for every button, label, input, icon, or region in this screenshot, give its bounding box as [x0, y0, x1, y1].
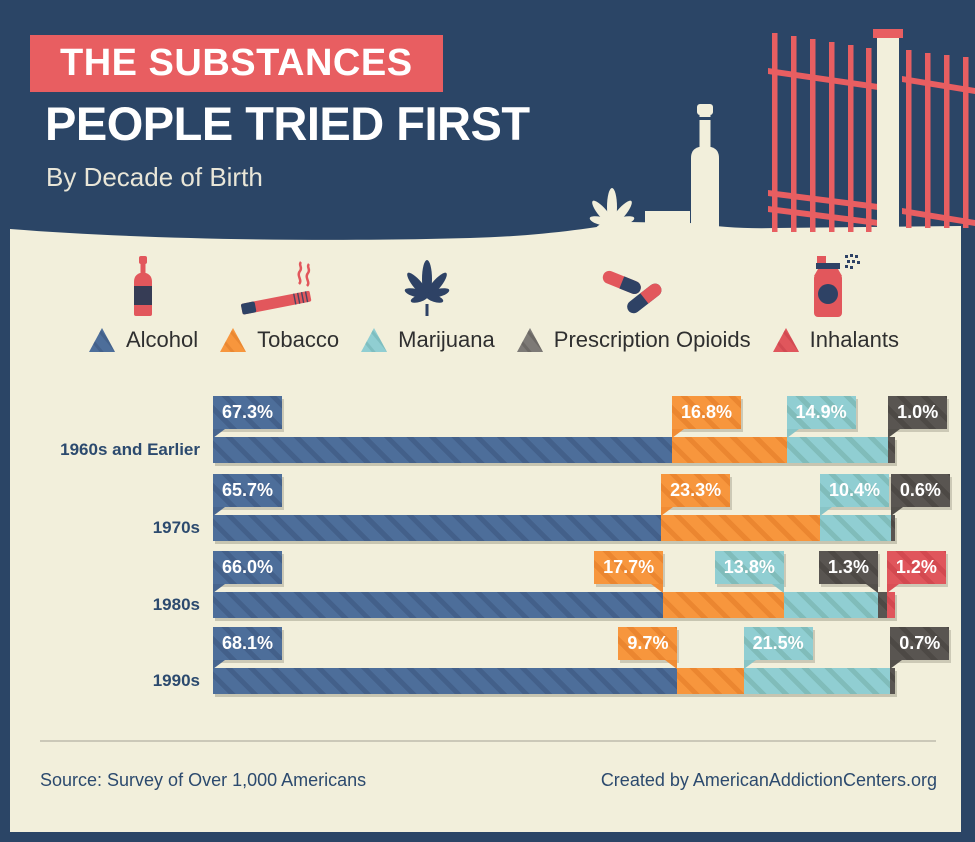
- bar-segment-marijuana: [743, 668, 891, 694]
- stacked-bar: 66.0% 17.7% 13.8% 1.3% 1.2%: [213, 551, 946, 618]
- fence-post: [873, 29, 903, 236]
- opioids-triangle: [516, 328, 543, 352]
- legend-label-marijuana: Marijuana: [398, 327, 495, 352]
- row-label: 1970s: [152, 518, 200, 537]
- bar-segment-tobacco: [671, 437, 787, 463]
- legend-label-tobacco: Tobacco: [257, 327, 340, 352]
- stacked-bar: 68.1% 9.7% 21.5% 0.7%: [213, 627, 950, 694]
- legend-label-opioids: Prescription Opioids: [553, 327, 751, 352]
- callout-tobacco: 9.7%: [618, 627, 678, 669]
- callout-opioids: 0.7%: [890, 627, 950, 669]
- callout-tobacco: 17.7%: [594, 551, 664, 593]
- header: THE SUBSTANCES PEOPLE TRIED FIRST By Dec…: [0, 0, 975, 243]
- header-decoration: [10, 29, 975, 243]
- legend-item-opioids: Prescription Opioids: [516, 252, 751, 353]
- bottle-silhouette: [691, 104, 719, 230]
- fence-gate: [768, 33, 975, 232]
- chart-row: 1980s 66.0% 17.7% 13.8% 1.3% 1.2%: [10, 551, 961, 618]
- bar-segment-tobacco: [661, 515, 820, 541]
- bar-segment-alcohol: [213, 668, 678, 694]
- tobacco-triangle: [220, 328, 247, 352]
- title-banner: THE SUBSTANCES: [30, 35, 443, 92]
- bar-segment-marijuana: [786, 437, 889, 463]
- callout-marijuana: 10.4%: [819, 474, 890, 516]
- bar-segment-alcohol: [213, 437, 672, 463]
- legend-item-tobacco: Tobacco: [219, 252, 339, 353]
- bar-segment-alcohol: [213, 592, 664, 618]
- callout-marijuana: 21.5%: [743, 627, 813, 669]
- bar-segment-opioids: [890, 668, 895, 694]
- callout-marijuana: 13.8%: [714, 551, 784, 593]
- bar-segment-marijuana: [819, 515, 891, 541]
- legend-label-inhalants: Inhalants: [809, 327, 899, 352]
- marijuana-leaf-icon: [398, 252, 456, 318]
- bar-segment-inhalants: [886, 592, 895, 618]
- marijuana-triangle: [361, 328, 388, 352]
- callout-alcohol: 68.1%: [213, 627, 283, 669]
- bar-segment-tobacco: [677, 668, 744, 694]
- legend-label-alcohol: Alcohol: [126, 327, 199, 352]
- callout-tobacco: 16.8%: [671, 396, 742, 438]
- stacked-bar: 65.7% 23.3% 10.4% 0.6%: [213, 474, 950, 541]
- footer-source: Source: Survey of Over 1,000 Americans: [40, 770, 367, 790]
- row-label: 1960s and Earlier: [60, 440, 200, 459]
- subtitle: By Decade of Birth: [46, 162, 263, 192]
- block-silhouette: [645, 211, 690, 230]
- bar-segment-opioids: [877, 592, 887, 618]
- legend-item-inhalants: Inhalants: [772, 252, 899, 353]
- bar-segment-tobacco: [663, 592, 784, 618]
- chart-panel: Alcohol: [10, 240, 961, 832]
- callout-alcohol: 65.7%: [213, 474, 283, 516]
- callout-marijuana: 14.9%: [786, 396, 856, 438]
- title-line2: PEOPLE TRIED FIRST: [45, 97, 530, 150]
- inhalants-triangle: [772, 328, 799, 352]
- footer-divider: [40, 740, 936, 742]
- callout-opioids: 0.6%: [890, 474, 950, 516]
- bar-segment-opioids: [890, 515, 895, 541]
- leaf-silhouette: [589, 188, 635, 231]
- title-line1: THE SUBSTANCES: [60, 42, 413, 84]
- legend-item-marijuana: Marijuana: [360, 252, 495, 353]
- callout-opioids: 1.3%: [818, 551, 878, 593]
- callout-opioids: 1.0%: [888, 396, 948, 438]
- callout-tobacco: 23.3%: [661, 474, 731, 516]
- callout-alcohol: 66.0%: [213, 551, 283, 593]
- pills-icon: [600, 252, 666, 318]
- chart-row: 1990s 68.1% 9.7% 21.5% 0.7%: [10, 627, 961, 694]
- stacked-bar: 67.3% 16.8% 14.9% 1.0%: [213, 396, 948, 463]
- legend-item-alcohol: Alcohol: [88, 252, 198, 353]
- legend: Alcohol: [88, 252, 899, 353]
- chart-row: 1970s 65.7% 23.3% 10.4% 0.6%: [10, 474, 961, 541]
- bar-segment-opioids: [888, 437, 895, 463]
- bottle-icon: [129, 252, 157, 318]
- bar-segment-marijuana: [783, 592, 878, 618]
- alcohol-triangle: [89, 328, 115, 352]
- callout-alcohol: 67.3%: [213, 396, 283, 438]
- footer-credit: Created by AmericanAddictionCenters.org: [600, 770, 937, 790]
- callout-inhalants: 1.2%: [886, 551, 946, 593]
- row-label: 1990s: [152, 671, 200, 690]
- spray-can-icon: [809, 252, 861, 318]
- row-label: 1980s: [152, 595, 200, 614]
- ground-silhouette: [10, 222, 961, 243]
- cigarette-icon: [239, 252, 319, 318]
- bar-segment-alcohol: [213, 515, 662, 541]
- chart-row: 1960s and Earlier 67.3% 16.8% 14.9% 1.0%: [10, 396, 961, 463]
